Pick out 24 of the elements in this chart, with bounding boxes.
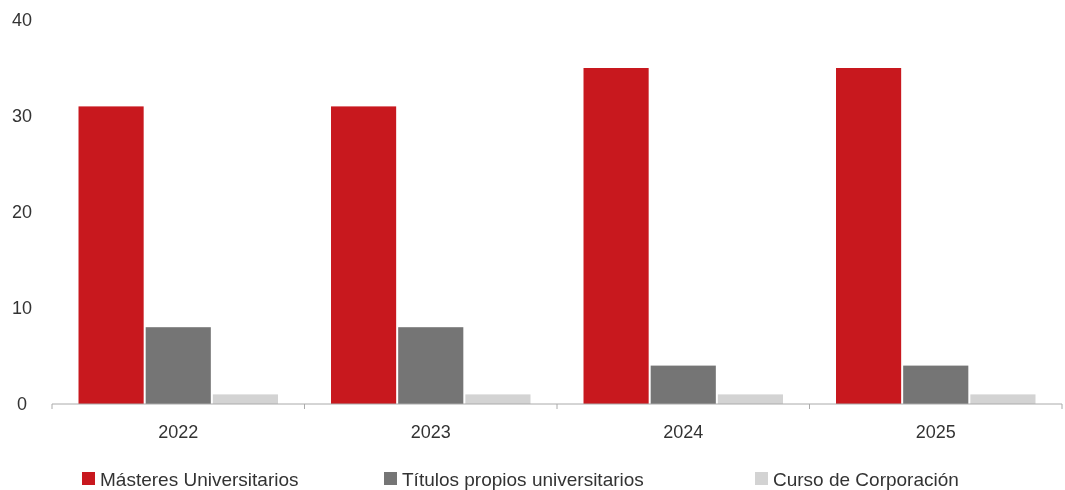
bar [583, 68, 649, 404]
bar [398, 327, 464, 404]
bar [212, 394, 278, 404]
y-tick-label: 0 [16, 394, 28, 415]
bar [331, 106, 397, 404]
bar [145, 327, 211, 404]
legend-label: Títulos propios universitarios [402, 468, 644, 490]
bar [78, 106, 144, 404]
x-tick-label: 2024 [663, 422, 704, 442]
y-tick-label: 10 [11, 298, 33, 319]
bar [970, 394, 1036, 404]
bar [650, 365, 716, 404]
legend-label: Másteres Universitarios [100, 468, 299, 490]
x-tick-label: 2022 [158, 422, 199, 442]
bar [465, 394, 531, 404]
y-tick-label: 30 [11, 106, 33, 127]
legend-label: Curso de Corporación [773, 468, 959, 490]
x-tick-label: 2023 [410, 422, 451, 442]
bar [903, 365, 969, 404]
bar [836, 68, 902, 404]
bar [717, 394, 783, 404]
y-tick-label: 40 [11, 10, 33, 31]
y-tick-label: 20 [11, 202, 33, 223]
x-tick-label: 2025 [915, 422, 956, 442]
